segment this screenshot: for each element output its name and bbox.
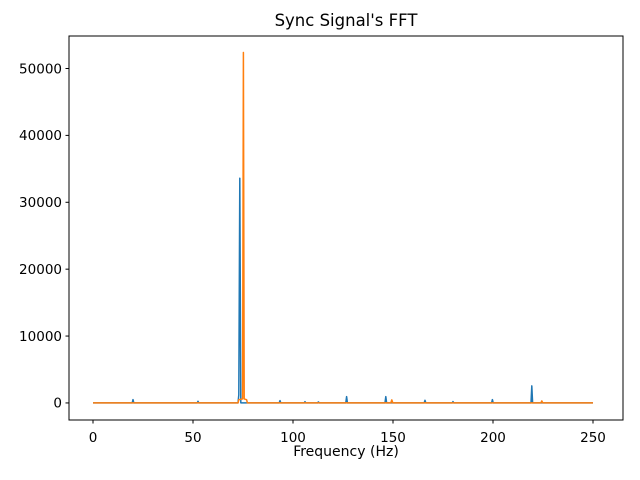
x-axis-label: Frequency (Hz)	[293, 444, 399, 460]
x-tick-label: 50	[184, 430, 201, 446]
y-tick-label: 30000	[19, 195, 62, 211]
x-tick-label: 200	[480, 430, 506, 446]
x-tick-label: 100	[280, 430, 306, 446]
axes-spines	[68, 35, 624, 421]
y-tick-label: 10000	[19, 329, 62, 345]
chart-title: Sync Signal's FFT	[275, 11, 419, 30]
y-tick-label: 40000	[19, 128, 62, 144]
x-tick-label: 0	[89, 430, 98, 446]
x-tick-label: 250	[580, 430, 606, 446]
y-tick-label: 20000	[19, 262, 62, 278]
plot-area: 0 50 100 150 200 250 0 10000 20000 30000 40000 5000…	[19, 35, 624, 446]
series-line-signal-1-fft	[93, 177, 593, 404]
x-tick-label: 150	[380, 430, 406, 446]
y-tick-label: 0	[53, 396, 62, 412]
y-tick-label: 50000	[19, 61, 62, 77]
series-line-signal-2-fft	[93, 51, 593, 404]
